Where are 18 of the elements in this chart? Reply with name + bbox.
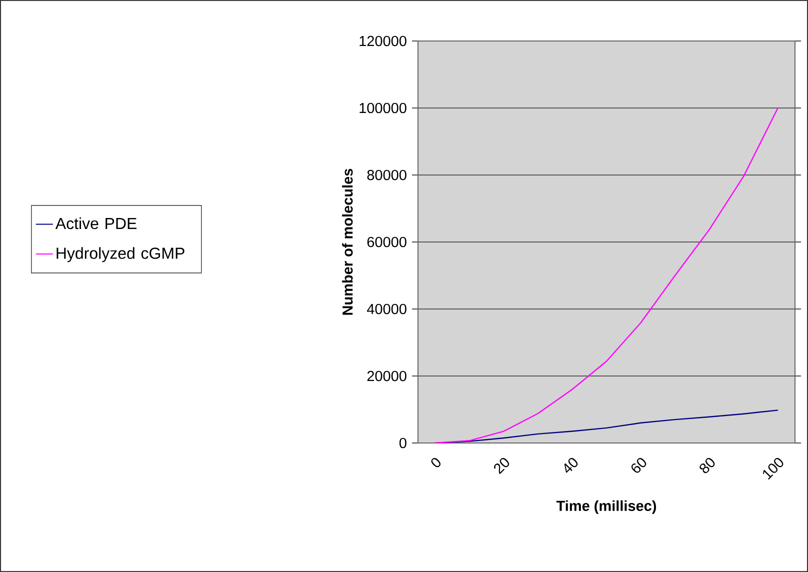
y-tick-label: 80000 [367,170,406,180]
y-tick-label: 120000 [360,36,406,46]
x-axis-title: Time (millisec) [556,500,656,514]
legend-label: Hydrolyzed cGMP [56,247,184,262]
x-tick-label: 80 [700,458,715,474]
y-tick-label: 0 [399,438,406,448]
line-series [434,107,778,443]
y-axis-title: Number of molecules [342,168,353,315]
x-tick-label: 20 [494,458,510,474]
legend-label: Active PDE [55,217,137,230]
y-tick-label: 20000 [367,370,406,382]
y-tick-label: 40000 [366,304,406,314]
x-tick-label: 40 [564,458,578,473]
y-tick-label: 100000 [360,102,406,114]
x-tick-label: 100 [763,458,784,480]
x-tick-label: 0 [431,458,440,468]
x-tick-label: 60 [631,458,646,473]
y-tick-label: 60000 [367,236,406,248]
